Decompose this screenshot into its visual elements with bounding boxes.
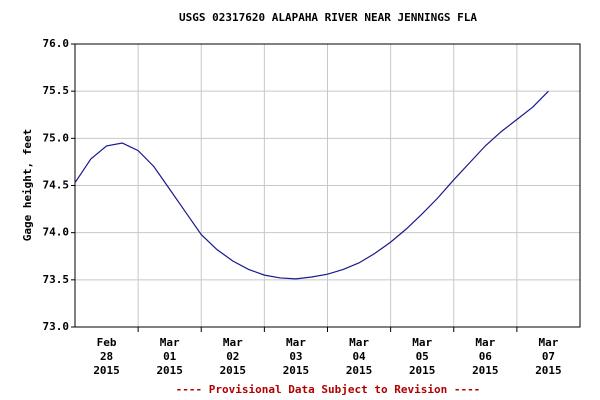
plot-frame (74, 43, 581, 328)
x-tick-label: 2015 (93, 364, 120, 377)
x-tick-label: 28 (100, 350, 113, 363)
x-tick-label: 07 (542, 350, 555, 363)
x-tick-label: Mar (286, 336, 306, 349)
x-tick-label: 06 (479, 350, 493, 363)
x-tick-label: 2015 (472, 364, 499, 377)
x-tick-label: 2015 (220, 364, 247, 377)
x-tick-label: 2015 (409, 364, 436, 377)
x-tick-label: 02 (226, 350, 239, 363)
y-tick-label: 75.5 (43, 84, 70, 97)
x-tick-label: 2015 (346, 364, 373, 377)
y-tick-label: 73.5 (43, 273, 70, 286)
y-tick-label: 74.0 (43, 226, 70, 239)
x-tick-label: Mar (412, 336, 432, 349)
chart-title: USGS 02317620 ALAPAHA RIVER NEAR JENNING… (179, 11, 477, 24)
x-tick-label: Mar (349, 336, 369, 349)
y-tick-label: 76.0 (43, 37, 70, 50)
x-tick-label: 05 (416, 350, 429, 363)
x-tick-label: 2015 (283, 364, 310, 377)
data-line (74, 90, 549, 280)
x-tick-label: 2015 (156, 364, 183, 377)
footer-note: ---- Provisional Data Subject to Revisio… (176, 383, 481, 396)
x-tick-label: 04 (352, 350, 366, 363)
y-tick-label: 75.0 (43, 131, 70, 144)
x-tick-label: 2015 (535, 364, 562, 377)
y-tick-label: 74.5 (43, 179, 70, 192)
y-tick-label: 73.0 (43, 320, 70, 333)
x-tick-label: Mar (223, 336, 243, 349)
x-tick-label: 01 (163, 350, 177, 363)
x-tick-label: Mar (475, 336, 495, 349)
x-tick-label: Mar (160, 336, 180, 349)
x-tick-label: 03 (289, 350, 302, 363)
x-tick-label: Mar (539, 336, 559, 349)
y-axis-label: Gage height, feet (21, 129, 34, 242)
x-tick-label: Feb (97, 336, 117, 349)
